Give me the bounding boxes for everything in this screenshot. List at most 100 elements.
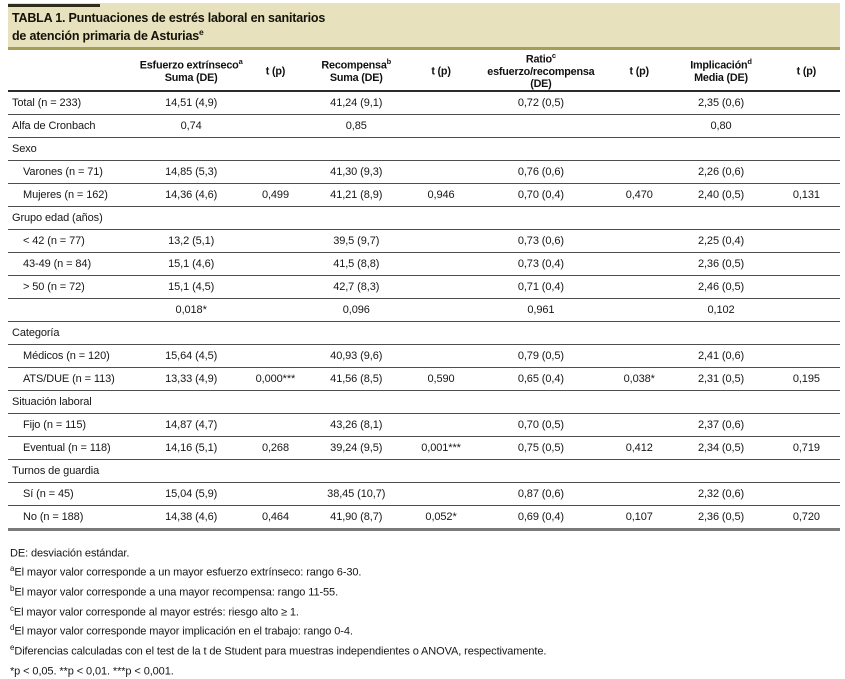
value-cell: 0,85 (303, 114, 410, 138)
value-cell: 2,31 (0,5) (669, 367, 773, 391)
value-cell (772, 413, 840, 437)
value-cell (772, 90, 840, 115)
footnote: eDiferencias calculadas con el test de l… (10, 640, 840, 660)
row-label: Fijo (n = 115) (8, 413, 135, 437)
footnote-marker: b (386, 57, 392, 66)
value-cell: 2,37 (0,6) (669, 413, 773, 437)
value-cell: 0,70 (0,4) (472, 183, 610, 207)
value-cell: 0,038* (609, 367, 670, 391)
column-header: t (p) (247, 50, 304, 92)
value-cell: 0,464 (247, 505, 304, 531)
value-cell (247, 482, 304, 506)
value-cell: 0,79 (0,5) (472, 344, 610, 368)
value-cell: 41,21 (8,9) (303, 183, 410, 207)
column-header-line1: t (p) (409, 62, 472, 78)
value-cell (409, 275, 473, 299)
value-cell: 2,36 (0,5) (669, 252, 773, 276)
value-cell (409, 252, 473, 276)
column-header: Recompensab Suma (DE) (303, 50, 410, 92)
value-cell: 13,33 (4,9) (134, 367, 248, 391)
value-cell (772, 114, 840, 138)
value-cell (409, 229, 473, 253)
row-label: Eventual (n = 118) (8, 436, 135, 460)
table-row: Médicos (n = 120) 15,64 (4,5) 40,93 (9,6) 0… (8, 344, 840, 368)
value-cell: 39,24 (9,5) (303, 436, 410, 460)
section-label: Categoría (8, 321, 840, 345)
value-cell: 41,30 (9,3) (303, 160, 410, 184)
table-row: Mujeres (n = 162) 14,36 (4,6) 0,499 41,21 (… (8, 183, 840, 207)
value-cell: 0,001*** (409, 436, 473, 460)
value-cell: 2,35 (0,6) (669, 90, 773, 115)
table-row: > 50 (n = 72) 15,1 (4,5) 42,7 (8,3) 0,71 (0… (8, 275, 840, 299)
footnote-text: El mayor valor corresponde mayor implica… (14, 625, 353, 638)
value-cell: 2,40 (0,5) (669, 183, 773, 207)
footnote: aEl mayor valor corresponde a un mayor e… (10, 561, 840, 581)
value-cell: 0,107 (609, 505, 670, 531)
value-cell: 15,64 (4,5) (134, 344, 248, 368)
column-header: Ratioc esfuerzo/recompensa (DE) (472, 50, 610, 92)
value-cell: 2,32 (0,6) (669, 482, 773, 506)
column-header-text: Implicación (690, 59, 748, 72)
value-cell: 41,56 (8,5) (303, 367, 410, 391)
column-header-text: Recompensa (321, 59, 387, 72)
value-cell: 0,75 (0,5) (472, 436, 610, 460)
value-cell: 14,38 (4,6) (134, 505, 248, 531)
value-cell (772, 275, 840, 299)
table-row: Total (n = 233) 14,51 (4,9) 41,24 (9,1) 0,7… (8, 90, 840, 115)
value-cell (409, 482, 473, 506)
value-cell: 0,412 (609, 436, 670, 460)
value-cell: 0,102 (669, 298, 773, 322)
column-header-text: esfuerzo/recompensa (487, 65, 595, 78)
value-cell: 0,720 (772, 505, 840, 531)
value-cell: 0,499 (247, 183, 304, 207)
column-header-text: Esfuerzo extrínseco (139, 59, 239, 72)
value-cell (609, 252, 670, 276)
value-cell: 14,87 (4,7) (134, 413, 248, 437)
table-caption-subtitle: de atención primaria de Asturiase (12, 26, 840, 44)
value-cell (609, 344, 670, 368)
column-header-line2: (DE) (530, 77, 552, 90)
table-body: Total (n = 233) 14,51 (4,9) 41,24 (9,1) 0,7… (8, 90, 840, 531)
value-cell (409, 298, 473, 322)
value-cell: 0,76 (0,6) (472, 160, 610, 184)
column-header-text: t (p) (431, 65, 451, 78)
value-cell: 2,46 (0,5) (669, 275, 773, 299)
value-cell: 0,470 (609, 183, 670, 207)
caption-text: TABLA 1. Puntuaciones de estrés laboral … (8, 3, 840, 43)
footnote-marker: d (10, 623, 15, 633)
value-cell: 15,1 (4,5) (134, 275, 248, 299)
column-header-text: Ratio (525, 53, 552, 66)
value-cell: 0,70 (0,5) (472, 413, 610, 437)
value-cell (409, 344, 473, 368)
footnote-text: *p < 0,05. **p < 0,01. ***p < 0,001. (10, 665, 174, 678)
value-cell (609, 160, 670, 184)
value-cell: 0,946 (409, 183, 473, 207)
column-header (8, 50, 135, 92)
row-label: ATS/DUE (n = 113) (8, 367, 135, 391)
column-header-line1: t (p) (773, 62, 840, 78)
footnote-marker: e (10, 642, 15, 652)
value-cell: 41,24 (9,1) (303, 90, 410, 115)
value-cell: 13,2 (5,1) (134, 229, 248, 253)
caption-accent-bar (8, 4, 100, 7)
table-caption: TABLA 1. Puntuaciones de estrés laboral … (8, 3, 840, 50)
value-cell: 2,25 (0,4) (669, 229, 773, 253)
value-cell (609, 90, 670, 115)
value-cell: 15,04 (5,9) (134, 482, 248, 506)
row-label: Varones (n = 71) (8, 160, 135, 184)
column-header-line1: Implicaciónd (669, 56, 772, 72)
value-cell (247, 90, 304, 115)
value-cell: 0,268 (247, 436, 304, 460)
value-cell (472, 114, 610, 138)
section-label: Situación laboral (8, 390, 840, 414)
value-cell: 2,41 (0,6) (669, 344, 773, 368)
value-cell: 15,1 (4,6) (134, 252, 248, 276)
table-row: Varones (n = 71) 14,85 (5,3) 41,30 (9,3) 0,… (8, 160, 840, 184)
value-cell: 0,096 (303, 298, 410, 322)
footnote-text: El mayor valor corresponde a un mayor es… (14, 566, 362, 579)
value-cell: 0,961 (472, 298, 610, 322)
row-label: No (n = 188) (8, 505, 135, 531)
value-cell (247, 413, 304, 437)
value-cell: 40,93 (9,6) (303, 344, 410, 368)
value-cell: 14,16 (5,1) (134, 436, 248, 460)
